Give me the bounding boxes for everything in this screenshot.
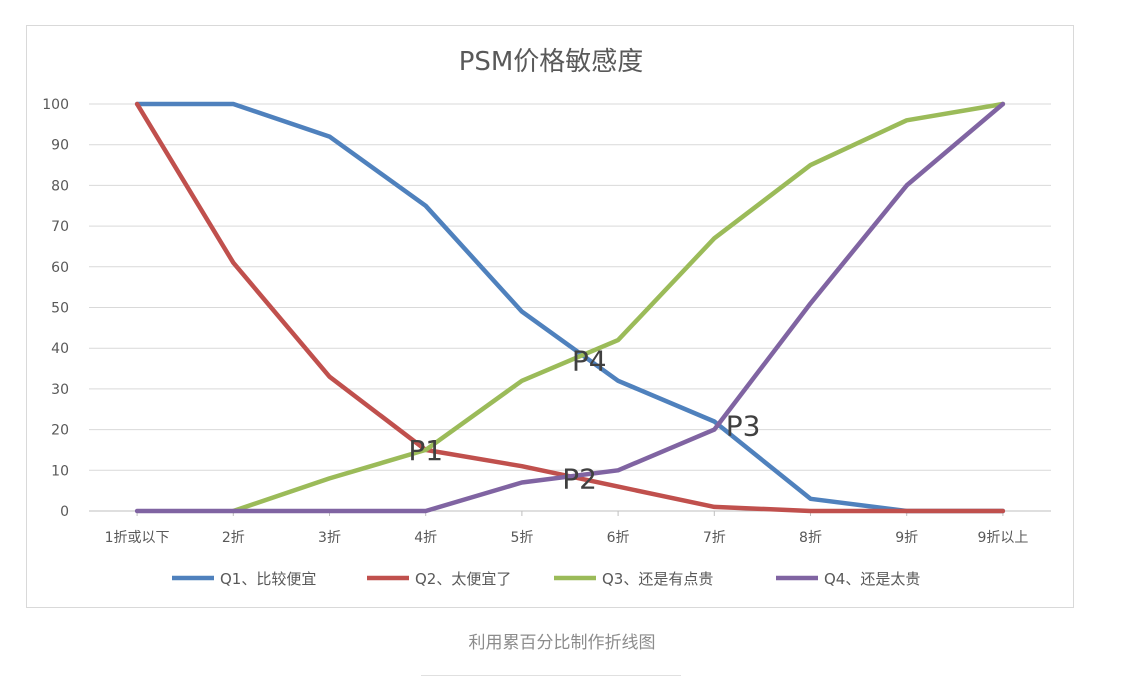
y-tick-label: 50 bbox=[51, 301, 69, 317]
legend-item-q2[interactable]: Q2、太便宜了 bbox=[367, 570, 511, 588]
annotation-p4: P4 bbox=[572, 344, 607, 377]
caption-divider bbox=[421, 675, 681, 676]
series-line-q4 bbox=[134, 101, 1006, 514]
y-tick-label: 100 bbox=[42, 97, 69, 113]
annotation-p2: P2 bbox=[562, 462, 597, 495]
figure-caption: 利用累百分比制作折线图 bbox=[468, 633, 656, 653]
y-tick-label: 60 bbox=[51, 260, 69, 276]
y-tick-label: 0 bbox=[60, 504, 69, 520]
x-tick-label: 1折或以下 bbox=[105, 530, 170, 546]
y-tick-label: 20 bbox=[51, 423, 69, 439]
x-tick-label: 4折 bbox=[414, 530, 437, 546]
x-tick-label: 9折以上 bbox=[977, 530, 1028, 546]
legend-item-q4[interactable]: Q4、还是太贵 bbox=[776, 570, 920, 588]
annotation-p1: P1 bbox=[408, 434, 443, 467]
legend[interactable]: Q1、比较便宜 Q2、太便宜了 Q3、还是有点贵 Q4、还是太贵 bbox=[172, 570, 920, 588]
x-tick-label: 6折 bbox=[607, 530, 630, 546]
series-line-q1 bbox=[134, 101, 1006, 514]
y-tick-label: 30 bbox=[51, 382, 69, 398]
x-tick-label: 9折 bbox=[895, 530, 918, 546]
series-lines bbox=[134, 101, 1006, 514]
x-tick-label: 2折 bbox=[222, 530, 245, 546]
chart-frame: 0 10 20 30 40 50 60 70 80 90 100 1折或以下 2折 3折 4折 5折 6折 7折 8… bbox=[26, 25, 1074, 608]
y-tick-label: 80 bbox=[51, 178, 69, 194]
x-tick-label: 3折 bbox=[318, 530, 341, 546]
legend-label: Q3、还是有点贵 bbox=[602, 570, 713, 588]
legend-label: Q2、太便宜了 bbox=[415, 570, 511, 588]
annotation-p3: P3 bbox=[726, 410, 761, 443]
y-tick-label: 10 bbox=[51, 463, 69, 479]
x-tick-label: 8折 bbox=[799, 530, 822, 546]
legend-item-q1[interactable]: Q1、比较便宜 bbox=[172, 570, 316, 588]
annotations: P1 P2 P3 P4 bbox=[408, 344, 760, 495]
psm-line-chart: 0 10 20 30 40 50 60 70 80 90 100 1折或以下 2折 3折 4折 5折 6折 7折 8… bbox=[42, 47, 1051, 588]
y-tick-label: 90 bbox=[51, 138, 69, 154]
x-tick-label: 7折 bbox=[703, 530, 726, 546]
chart-title: PSM价格敏感度 bbox=[459, 47, 644, 77]
y-tick-label: 40 bbox=[51, 341, 69, 357]
legend-label: Q1、比较便宜 bbox=[220, 570, 316, 588]
series-line-q3 bbox=[231, 101, 1006, 514]
gridlines bbox=[89, 103, 1051, 512]
legend-label: Q4、还是太贵 bbox=[824, 570, 920, 588]
legend-item-q3[interactable]: Q3、还是有点贵 bbox=[554, 570, 713, 588]
y-tick-label: 70 bbox=[51, 219, 69, 235]
x-tick-label: 5折 bbox=[510, 530, 533, 546]
axes: 0 10 20 30 40 50 60 70 80 90 100 1折或以下 2折 3折 4折 5折 6折 7折 8… bbox=[42, 97, 1028, 546]
